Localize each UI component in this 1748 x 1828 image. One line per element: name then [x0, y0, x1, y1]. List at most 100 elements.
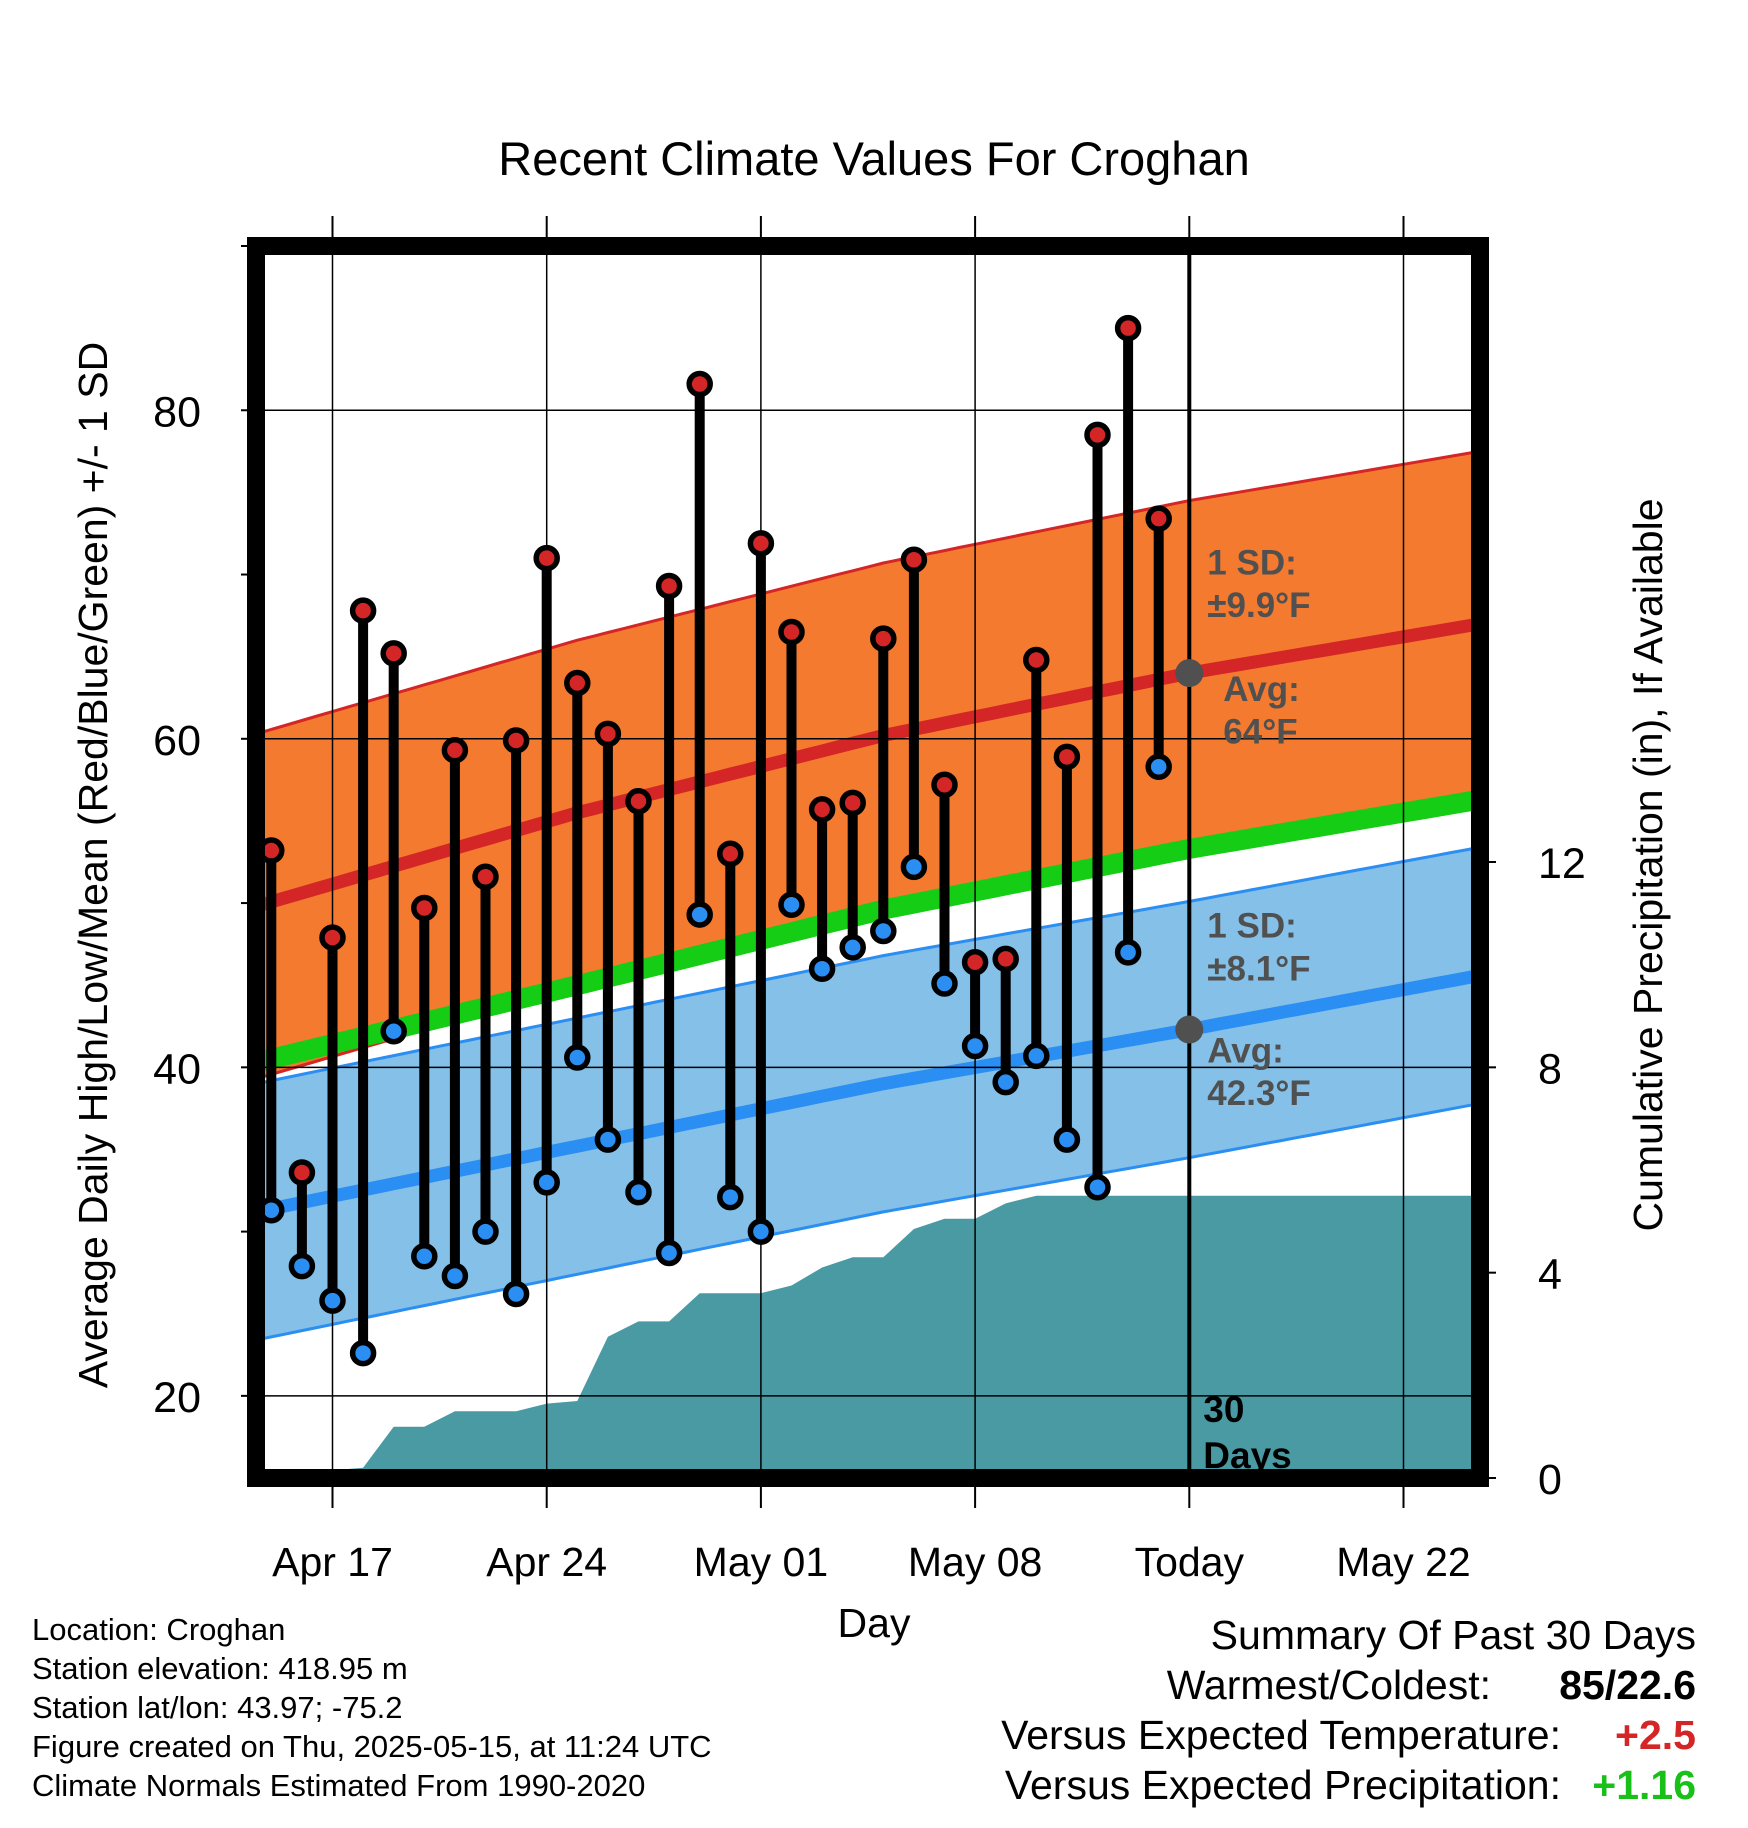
y-tick-label: 40 [153, 1045, 201, 1093]
summary-warm-cold: Warmest/Coldest: 85/22.6 [1001, 1660, 1696, 1710]
high-sd-value: ±9.9°F [1207, 586, 1310, 625]
daily-high-point [288, 1159, 316, 1186]
daily-low-point [839, 934, 866, 961]
low-band-upper-edge [256, 845, 1480, 1086]
high-sd-band [256, 451, 1480, 1079]
low-band-lower-edge [256, 1102, 1480, 1342]
warm-cold-label: Warmest/Coldest: [1166, 1662, 1491, 1708]
daily-low-point [564, 1044, 591, 1071]
normals-text: Climate Normals Estimated From 1990-2020 [32, 1768, 646, 1803]
daily-high-point [411, 894, 438, 922]
daily-high-point [625, 787, 652, 815]
daily-high-point [747, 530, 775, 557]
daily-high-point [441, 737, 469, 764]
low-normal-marker [1175, 1015, 1204, 1044]
daily-low-point [380, 1017, 407, 1045]
y-tick-label: 80 [153, 388, 201, 436]
daily-low-point [594, 1126, 622, 1153]
daily-high-point [1023, 646, 1050, 674]
low-sd-label: 1 SD: [1207, 907, 1296, 946]
daily-low-point [778, 891, 805, 918]
daily-high-point [686, 370, 713, 398]
daily-high-point [778, 618, 805, 646]
daily-low-point [349, 1339, 377, 1367]
x-axis-label: Day [838, 1600, 911, 1646]
summary-precip: Versus Expected Precipitation: +1.16 [1001, 1760, 1696, 1810]
daily-high-point [1145, 505, 1172, 532]
daily-high-point [319, 924, 346, 951]
station-info: Location: Croghan Station elevation: 418… [32, 1610, 712, 1805]
daily-low-point [747, 1218, 775, 1245]
daily-high-point [594, 720, 622, 748]
x-tick-label: May 08 [908, 1539, 1042, 1585]
daily-high-point [961, 948, 989, 976]
y-tick-label: 60 [153, 717, 201, 765]
summary-panel: Summary Of Past 30 Days Warmest/Coldest:… [1001, 1610, 1696, 1810]
daily-low-point [1053, 1126, 1081, 1153]
daily-high-point [717, 840, 744, 868]
location-text: Location: Croghan [32, 1612, 286, 1647]
daily-high-point [1053, 743, 1081, 771]
x-tick-label: May 22 [1336, 1539, 1470, 1585]
daily-low-point [533, 1169, 560, 1196]
high-normal-marker [1175, 659, 1204, 688]
daily-high-point [931, 771, 958, 799]
daily-high-point [839, 789, 866, 817]
low-sd-value: ±8.1°F [1207, 949, 1310, 988]
chart-title: Recent Climate Values For Croghan [498, 132, 1249, 185]
y2-tick-label: 8 [1538, 1045, 1562, 1093]
daily-low-point [625, 1178, 652, 1206]
daily-low-point [1114, 939, 1142, 966]
warm-cold-value: 85/22.6 [1559, 1662, 1696, 1708]
high-band-upper-edge [256, 449, 1480, 736]
low-avg-label: Avg: [1207, 1031, 1283, 1070]
y-tick-label: 20 [153, 1374, 201, 1422]
daily-high-point [564, 669, 591, 697]
daily-low-point [961, 1032, 989, 1060]
y2-tick-label: 0 [1538, 1456, 1562, 1504]
high-avg-value: 64°F [1223, 713, 1297, 752]
daily-high-point [900, 546, 928, 573]
daily-high-point [1114, 314, 1142, 342]
temp-label: Versus Expected Temperature: [1001, 1712, 1561, 1758]
x-tick-label: Apr 24 [486, 1539, 607, 1585]
daily-high-point [870, 625, 897, 652]
elevation-text: Station elevation: 418.95 m [32, 1651, 408, 1686]
daily-low-point [900, 853, 928, 881]
latlon-text: Station lat/lon: 43.97; -75.2 [32, 1690, 403, 1725]
precip-area [256, 1195, 1480, 1478]
today-label-number: 30 [1203, 1389, 1244, 1430]
daily-low-point [1023, 1042, 1050, 1070]
daily-low-point [441, 1262, 469, 1290]
avg-mean-line [256, 789, 1480, 1073]
high-avg-label: Avg: [1223, 670, 1299, 709]
daily-low-point [992, 1068, 1019, 1096]
daily-high-point [349, 597, 377, 624]
y2-tick-label: 4 [1538, 1251, 1562, 1299]
daily-low-point [931, 970, 958, 997]
daily-low-point [686, 901, 713, 928]
y2-tick-label: 12 [1538, 840, 1586, 888]
y-axis-label: Average Daily High/Low/Mean (Red/Blue/Gr… [70, 342, 116, 1388]
x-tick-label: May 01 [694, 1539, 828, 1585]
temp-value: +2.5 [1615, 1712, 1696, 1758]
low-sd-band [256, 847, 1480, 1340]
daily-high-point [992, 945, 1019, 973]
daily-low-point [717, 1183, 744, 1211]
daily-high-point [655, 572, 683, 600]
low-avg-value: 42.3°F [1207, 1074, 1311, 1113]
summary-heading: Summary Of Past 30 Days [1210, 1612, 1696, 1658]
high-sd-label: 1 SD: [1207, 544, 1296, 583]
precip-label: Versus Expected Precipitation: [1004, 1762, 1561, 1808]
daily-high-point [380, 640, 407, 667]
daily-low-point [808, 955, 836, 983]
x-tick-label: Today [1135, 1539, 1245, 1585]
summary-temp: Versus Expected Temperature: +2.5 [1001, 1710, 1696, 1760]
daily-low-point [1084, 1173, 1111, 1201]
created-text: Figure created on Thu, 2025-05-15, at 11… [32, 1729, 712, 1764]
daily-high-point [472, 863, 499, 891]
low-mean-line [256, 968, 1480, 1219]
daily-low-point [1145, 753, 1172, 780]
